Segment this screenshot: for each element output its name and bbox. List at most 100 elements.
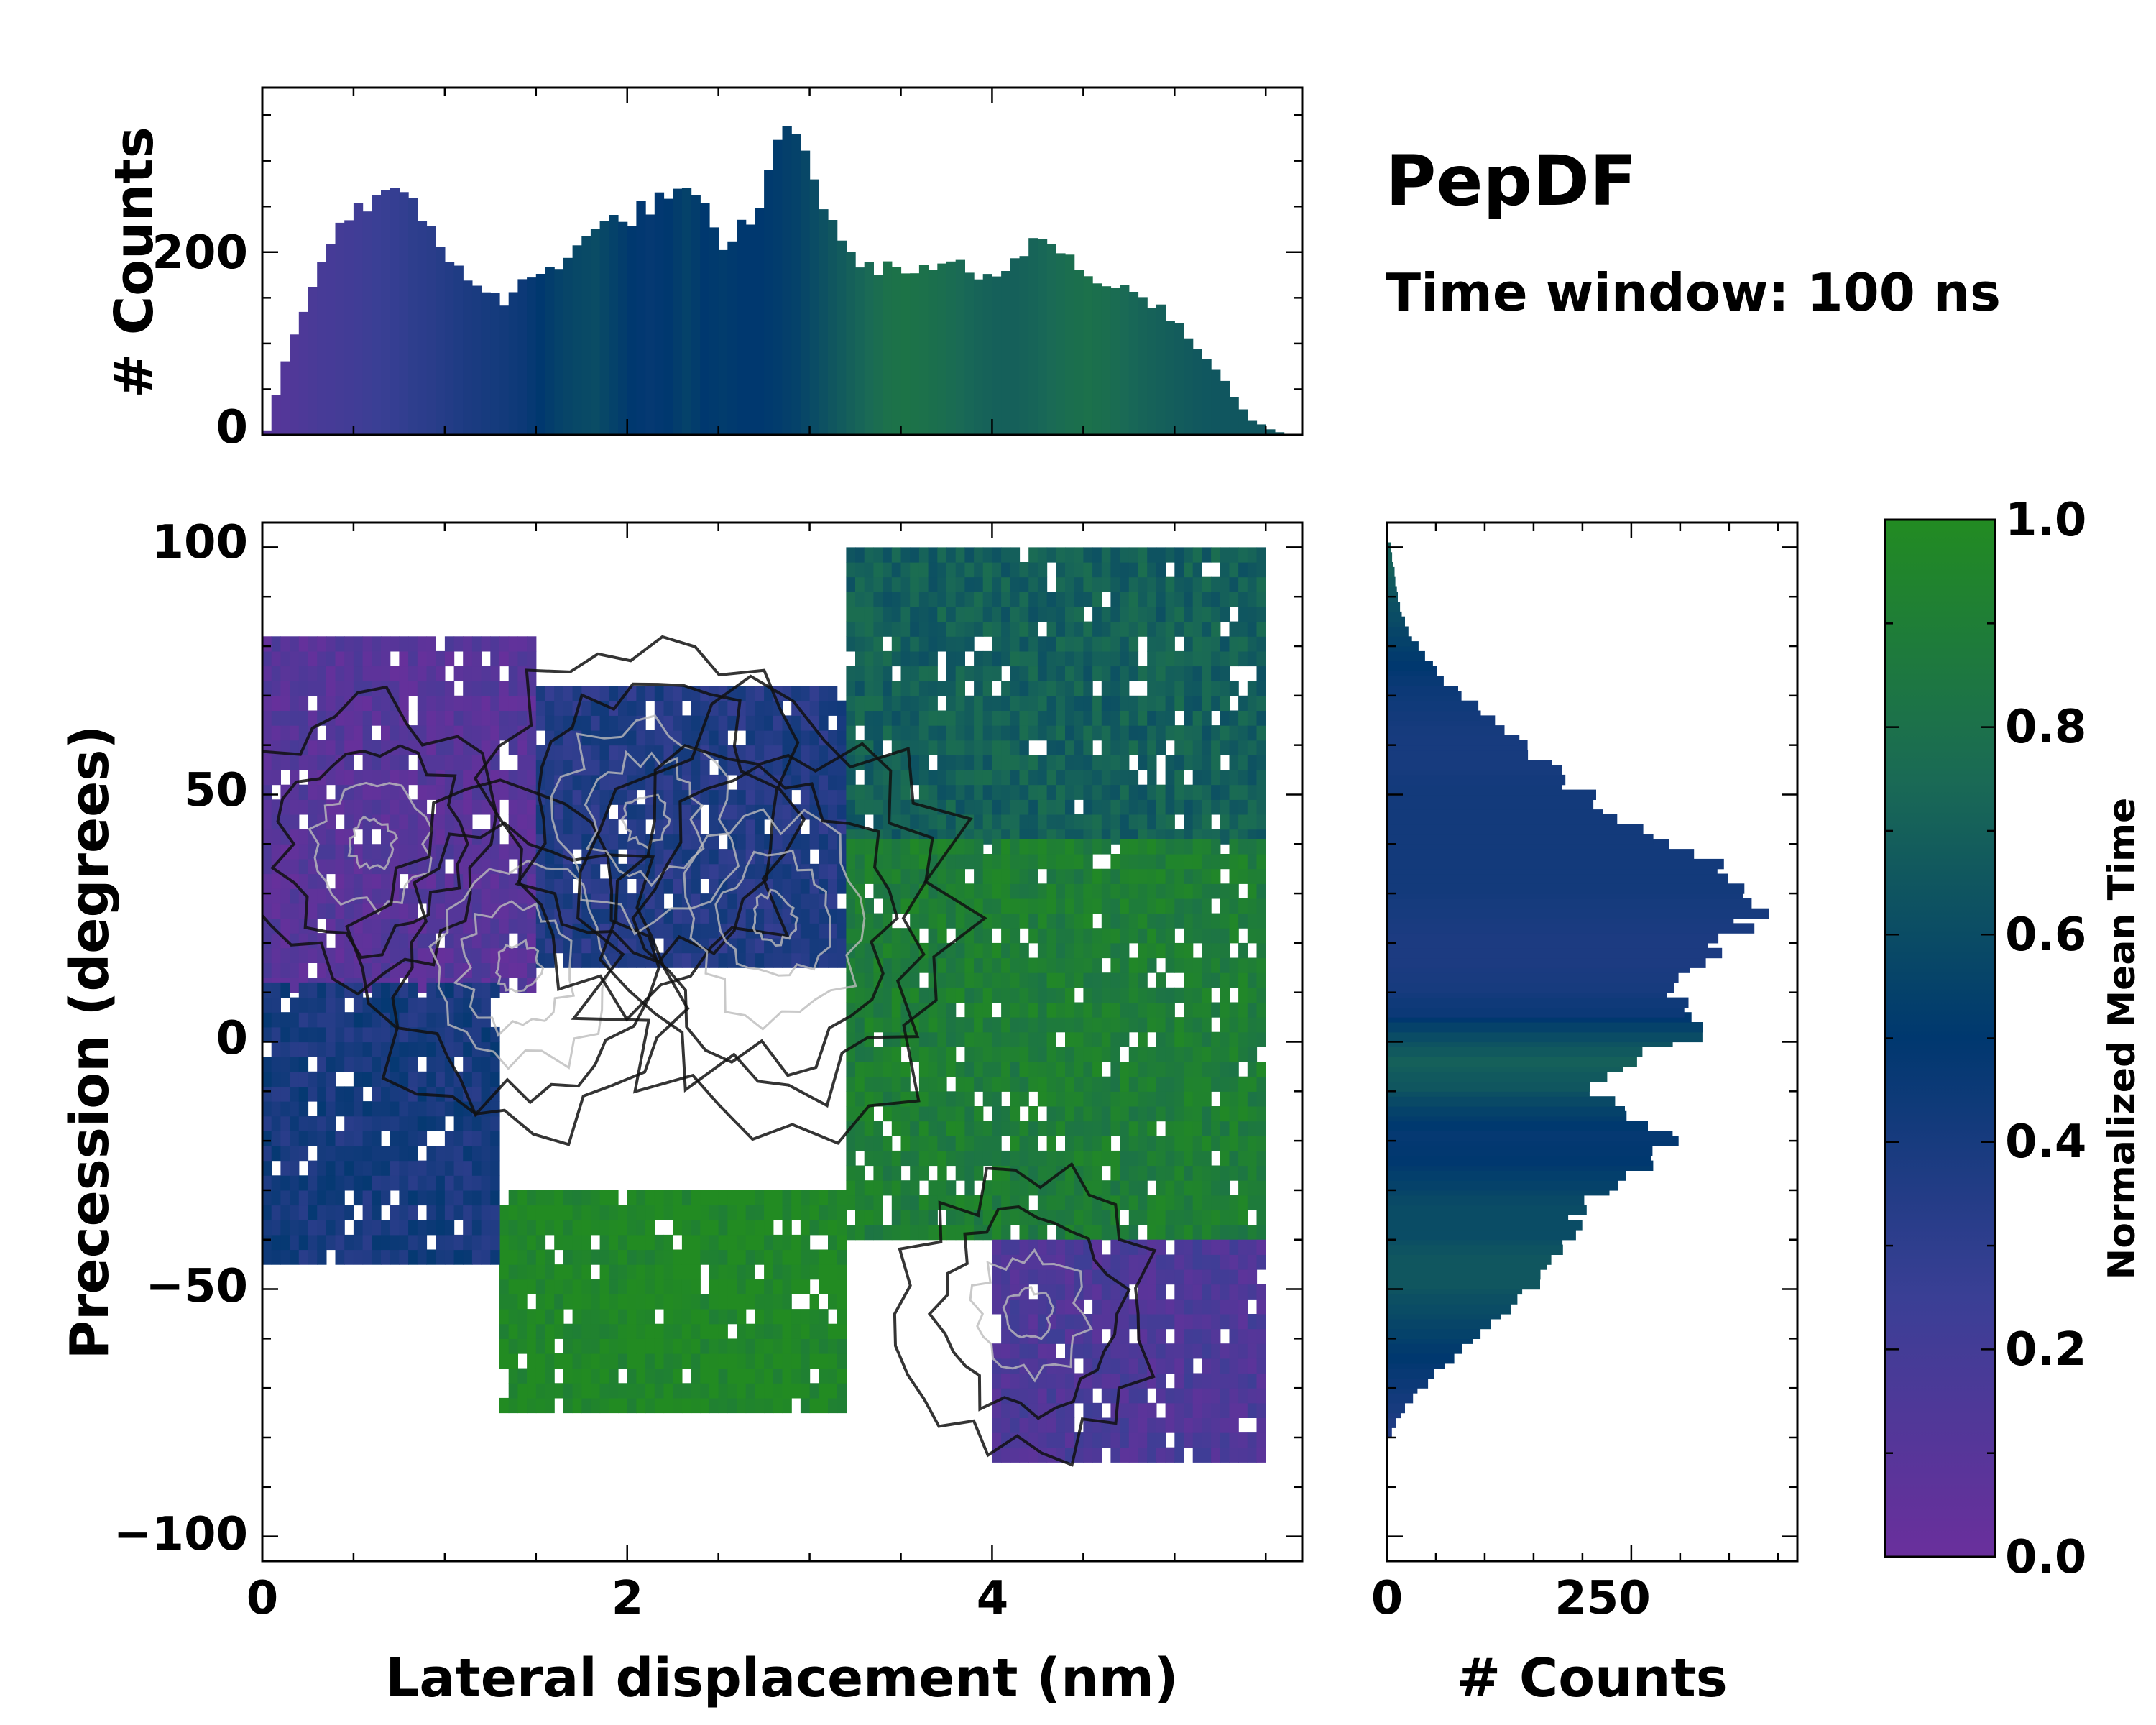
- top-hist-bar: [891, 267, 902, 435]
- heatmap-cell: [800, 789, 811, 805]
- heatmap-cell: [590, 700, 601, 716]
- heatmap-cell: [1092, 928, 1102, 944]
- heatmap-cell: [1238, 972, 1248, 988]
- heatmap-cell: [471, 666, 482, 681]
- heatmap-cell: [1220, 1136, 1230, 1151]
- heatmap-cell: [618, 1264, 628, 1280]
- heatmap-cell: [946, 1031, 957, 1047]
- heatmap-cell: [1120, 621, 1130, 637]
- heatmap-cell: [937, 1017, 947, 1033]
- heatmap-cell: [1019, 1299, 1029, 1315]
- heatmap-cell: [344, 814, 354, 830]
- heatmap-cell: [1074, 1091, 1084, 1107]
- heatmap-cell: [271, 1146, 281, 1162]
- heatmap-cell: [1211, 1269, 1221, 1285]
- heatmap-cell: [1147, 1447, 1157, 1463]
- heatmap-cell: [1256, 621, 1266, 637]
- heatmap-cell: [946, 1210, 957, 1225]
- top-hist-bar: [1083, 276, 1093, 435]
- heatmap-cell: [737, 1249, 747, 1265]
- heatmap-cell: [1138, 1447, 1148, 1463]
- contour-line: [714, 849, 832, 977]
- heatmap-cell: [1074, 1195, 1084, 1210]
- heatmap-cell: [1247, 972, 1258, 988]
- heatmap-cell: [453, 933, 464, 949]
- heatmap-cell: [271, 1086, 281, 1102]
- heatmap-cell: [1065, 1062, 1075, 1077]
- heatmap-cell: [1229, 868, 1239, 884]
- heatmap-cell: [1138, 1121, 1148, 1136]
- heatmap-cell: [1147, 1195, 1157, 1210]
- heatmap-cell: [1192, 1299, 1202, 1315]
- heatmap-cell: [700, 1249, 710, 1265]
- heatmap-cell: [1037, 1017, 1048, 1033]
- heatmap-cell: [1184, 1239, 1194, 1255]
- heatmap-cell: [517, 1338, 528, 1354]
- heatmap-cell: [490, 1131, 500, 1146]
- heatmap-cell: [590, 878, 601, 894]
- heatmap-cell: [673, 700, 683, 716]
- heatmap-cell: [873, 1046, 883, 1062]
- heatmap-cell: [891, 770, 902, 786]
- heatmap-cell: [490, 695, 500, 711]
- heatmap-cell: [1083, 562, 1093, 578]
- heatmap-cell: [673, 1338, 683, 1354]
- heatmap-cell: [1101, 562, 1112, 578]
- heatmap-cell: [262, 1086, 272, 1102]
- heatmap-cell: [599, 1294, 609, 1310]
- heatmap-cell: [964, 799, 975, 815]
- heatmap-cell: [910, 592, 920, 607]
- heatmap-cell: [1165, 1091, 1175, 1107]
- heatmap-cell: [1211, 1284, 1221, 1300]
- heatmap-cell: [563, 715, 573, 731]
- heatmap-cell: [819, 745, 829, 760]
- heatmap-cell: [1056, 1328, 1066, 1344]
- heatmap-cell: [362, 1249, 372, 1265]
- heatmap-cell: [426, 873, 436, 889]
- heatmap-cell: [636, 745, 646, 760]
- heatmap-cell: [1120, 784, 1130, 800]
- heatmap-cell: [1238, 1358, 1248, 1374]
- heatmap-cell: [982, 710, 992, 726]
- heatmap-cell: [1065, 928, 1075, 944]
- top-hist-bar: [636, 201, 646, 435]
- heatmap-cell: [308, 1086, 318, 1102]
- heatmap-cell: [1046, 1046, 1056, 1062]
- heatmap-cell: [326, 982, 336, 998]
- heatmap-cell: [1256, 1373, 1266, 1389]
- heatmap-cell: [709, 1353, 719, 1369]
- heatmap-cell: [855, 607, 865, 622]
- heatmap-cell: [1202, 1195, 1212, 1210]
- heatmap-cell: [1037, 1299, 1048, 1315]
- heatmap-cell: [1010, 1017, 1021, 1033]
- heatmap-cell: [417, 695, 428, 711]
- heatmap-cell: [1192, 1106, 1202, 1122]
- heatmap-cell: [362, 1012, 372, 1028]
- heatmap-cell: [290, 740, 300, 755]
- heatmap-cell: [910, 1195, 920, 1210]
- heatmap-cell: [1010, 666, 1021, 681]
- heatmap-cell: [928, 1180, 938, 1196]
- heatmap-cell: [481, 740, 491, 755]
- heatmap-cell: [1028, 607, 1038, 622]
- heatmap-cell: [436, 681, 446, 696]
- heatmap-cell: [1229, 1091, 1239, 1107]
- heatmap-cell: [846, 1106, 856, 1122]
- heatmap-cell: [426, 710, 436, 726]
- heatmap-cell: [471, 1234, 482, 1251]
- heatmap-cell: [809, 1323, 819, 1339]
- heatmap-cell: [1256, 839, 1266, 855]
- heatmap-cell: [1101, 695, 1112, 711]
- heatmap-cell: [964, 972, 975, 988]
- top-hist-bar: [271, 395, 281, 435]
- heatmap-cell: [1229, 883, 1239, 899]
- heatmap-cell: [599, 908, 609, 924]
- heatmap-cell: [974, 1046, 984, 1062]
- heatmap-cell: [764, 1323, 774, 1339]
- heatmap-cell: [262, 1175, 272, 1191]
- heatmap-cell: [308, 681, 318, 696]
- heatmap-cell: [937, 972, 947, 988]
- heatmap-cell: [609, 1249, 619, 1265]
- heatmap-cell: [837, 1220, 847, 1236]
- heatmap-cell: [1165, 666, 1175, 681]
